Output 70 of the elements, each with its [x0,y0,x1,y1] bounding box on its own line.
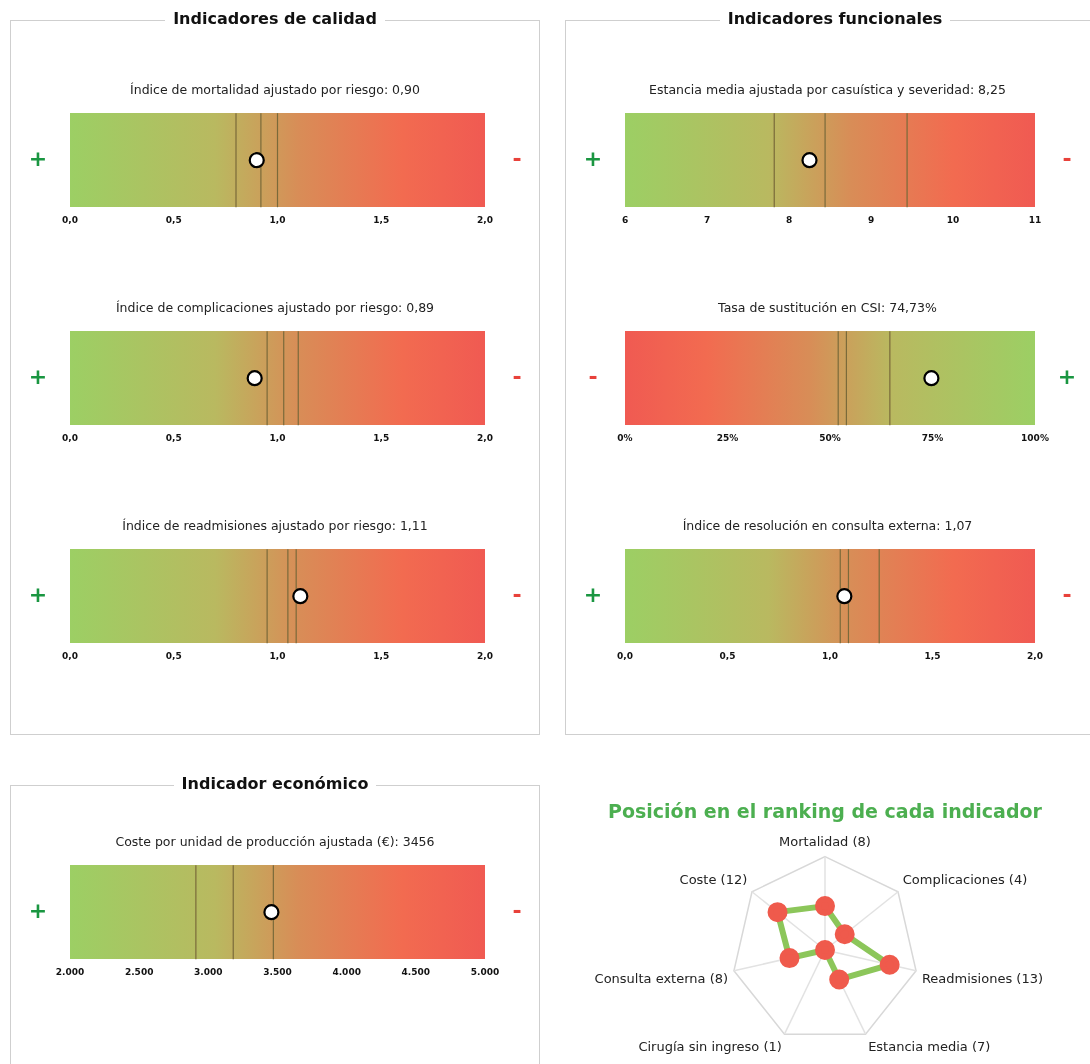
x-tick-label: 1,0 [269,214,286,225]
chart-title: Indicador económico [173,774,377,793]
chart-subtitle: Índice de complicaciones ajustado por riesgo: 0,89 [114,299,436,317]
x-tick-label: 10 [946,214,960,225]
chart-subtitle: Índice de mortalidad ajustado por riesgo: 0,90 [129,81,421,99]
spoke-label: Consulta externa (8) [594,971,729,987]
text: + [28,146,48,172]
x-tick-label: 3.500 [263,966,292,977]
chart-subtitle: Estancia media ajustada por casuística y severidad: 8,25 [648,81,1007,99]
text: + [583,582,603,608]
chart-title: Indicadores funcionales [719,9,951,28]
x-tick-label: 2,0 [1027,650,1043,661]
x-tick-label: 1,5 [373,214,390,225]
spoke-label: Readmisiones (13) [921,971,1044,987]
x-tick-label: 3.000 [194,966,223,977]
x-tick-label: 0% [617,432,633,443]
text: + [28,898,48,924]
text: - [1061,146,1073,172]
x-tick-label: 75% [921,432,944,443]
x-tick-label: 2,0 [477,214,493,225]
x-tick-label: 5.000 [470,966,500,977]
x-tick-label: 7 [703,214,711,225]
x-tick-label: 1,0 [269,432,286,443]
x-tick-label: 2.000 [55,966,85,977]
x-tick-label: 0,5 [165,432,182,443]
text: - [511,146,523,172]
x-tick-label: 0,5 [719,650,736,661]
x-tick-label: 6 [621,214,629,225]
spoke-label: Complicaciones (4) [902,871,1028,887]
spoke-label: Mortalidad (8) [779,834,871,850]
x-tick-label: 0,0 [62,432,78,443]
text: - [1061,582,1073,608]
x-tick-label: 1,0 [269,650,286,661]
chart-subtitle: Tasa de sustitución en CSI: 74,73% [717,299,938,317]
x-tick-label: 0,5 [165,650,182,661]
x-tick-label: 2,0 [477,432,493,443]
text: + [28,582,48,608]
text: + [1057,364,1077,390]
text: + [28,364,48,390]
text: - [511,582,523,608]
chart-title: Indicadores de calidad [165,9,385,28]
chart-subtitle: Coste por unidad de producción ajustada (€): 3456 [114,833,436,851]
chart-subtitle: Índice de readmisiones ajustado por riesgo: 1,11 [121,517,429,535]
x-tick-label: 50% [819,432,841,443]
chart-subtitle: Índice de resolución en consulta externa: 1,07 [681,517,974,535]
chart-title: Posición en el ranking de cada indicador [607,800,1043,824]
x-tick-label: 0,0 [62,214,78,225]
spoke-label: Coste (12) [679,871,748,887]
x-tick-label: 8 [785,214,793,225]
x-tick-label: 11 [1028,214,1042,225]
x-tick-label: 1,5 [373,432,390,443]
x-tick-label: 1,0 [822,650,838,661]
text: - [511,898,523,924]
x-tick-label: 9 [867,214,875,225]
x-tick-label: 0,5 [165,214,182,225]
x-tick-label: 1,5 [924,650,941,661]
text: + [583,146,603,172]
x-tick-label: 4.000 [332,966,361,977]
x-tick-label: 2.500 [124,966,154,977]
x-tick-label: 2,0 [477,650,493,661]
x-tick-label: 25% [716,432,739,443]
x-tick-label: 100% [1021,432,1049,443]
spoke-label: Cirugía sin ingreso (1) [638,1038,782,1054]
spoke-label: Estancia media (7) [868,1038,991,1054]
x-tick-label: 0,0 [617,650,633,661]
x-tick-label: 4.500 [401,966,431,977]
x-tick-label: 0,0 [62,650,78,661]
x-tick-label: 1,5 [373,650,390,661]
text: - [587,364,599,390]
text: - [511,364,523,390]
